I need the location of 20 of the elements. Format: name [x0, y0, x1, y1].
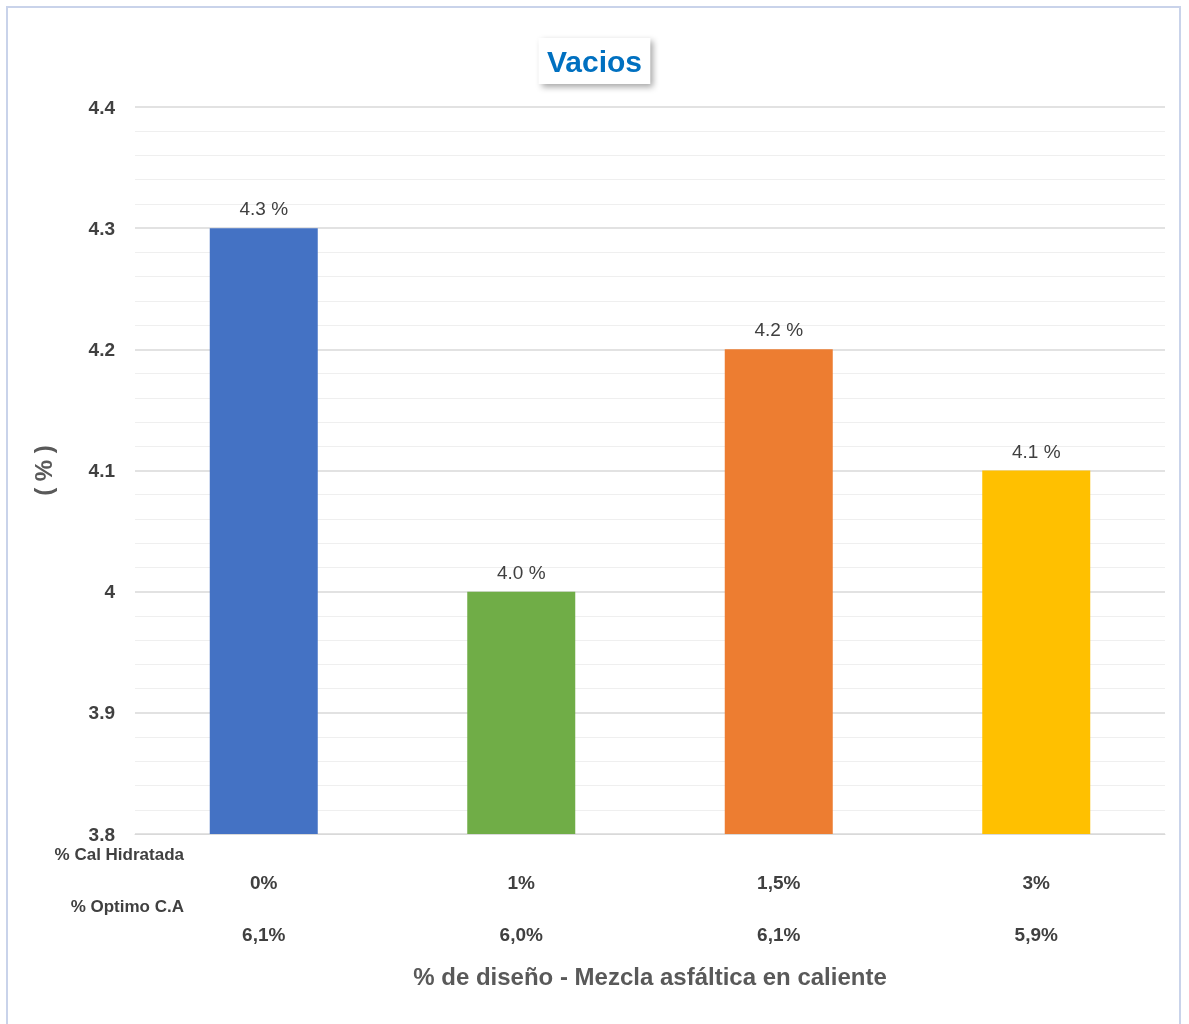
text: % Optimo C.A: [70, 897, 184, 916]
data-label: 4.2 %: [754, 319, 804, 341]
x-axis-title: % de diseño - Mezcla asfáltica en caliente: [413, 963, 887, 991]
data-label: 4.1 %: [1011, 440, 1061, 462]
chart-title: Vacios: [546, 44, 643, 78]
category-label: 0% 6,1%: [242, 871, 286, 945]
data-label: 4.0 %: [496, 561, 546, 583]
y-tick-label: 4.1: [88, 460, 116, 481]
data-label: 4.3 %: [239, 198, 289, 220]
category-label: 1% 6,0%: [499, 871, 543, 945]
y-tick-label: 4: [104, 581, 116, 603]
y-tick-label: 4.2: [88, 338, 115, 360]
y-tick-label: 3.8: [88, 823, 115, 845]
text: % Cal Hidratada: [54, 845, 185, 864]
y-tick-label: 4.3: [88, 217, 115, 239]
y-axis-title: ( % ): [29, 445, 57, 496]
category-label: 3% 5,9%: [1014, 871, 1058, 945]
y-tick-label: 3.9: [88, 702, 115, 724]
category-label: 1,5% 6,1%: [757, 871, 801, 945]
y-tick-label: 4.4: [88, 96, 116, 118]
